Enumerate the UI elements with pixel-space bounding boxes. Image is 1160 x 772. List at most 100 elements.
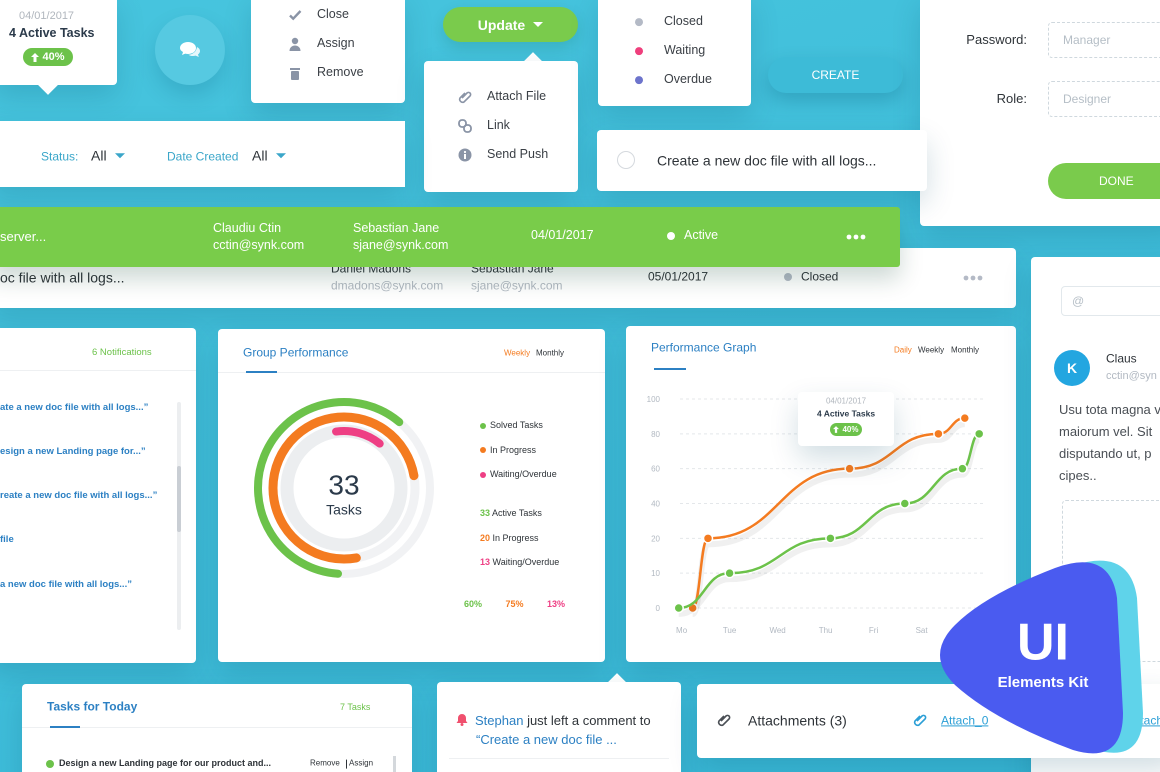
count-value: 20 [480,532,491,543]
task-text: Design a new Landing page for our produc… [59,758,272,769]
legend-label: Waiting/Overdue [490,469,557,480]
comment-author[interactable]: Stephan [475,712,524,728]
tooltip-badge: 40% [23,48,73,66]
ring-arc [332,427,384,448]
notification-count: 6 Notifications [92,346,152,358]
percent-label: 13% [547,599,566,610]
icon-part [188,47,200,57]
x-tick-label: Thu [819,626,833,635]
dropdown-item-label: Attach File [487,89,547,104]
assignee-email: sjane@synk.com [471,278,563,293]
update-button[interactable]: Update [443,7,578,42]
chat-user-email: cctin@syn [1106,369,1157,382]
task-tooltip-card [0,0,117,85]
tab[interactable]: Daily [894,345,912,355]
count-label: Waiting/Overdue [492,557,560,568]
scrollbar-thumb[interactable] [177,466,181,532]
menu-item[interactable]: Remove [288,65,364,80]
series-shadow [678,436,981,617]
donut-chart [254,398,434,578]
paperclip-icon [717,714,731,727]
kit-badge [940,560,1143,754]
icon-part [846,234,852,240]
icon-part [290,68,300,70]
menu-item-label: Remove [317,65,364,80]
card-title: Performance Graph [651,340,757,355]
status-item[interactable]: Overdue [635,72,712,87]
tab[interactable]: Weekly [918,345,945,355]
mention-input[interactable]: @ [1061,286,1160,316]
link-icon [458,119,472,133]
comment-target[interactable]: “Create a new doc file ... [476,731,617,747]
attachments-title: Attachments (3) [748,712,847,729]
menu-item-label: Close [317,7,349,22]
notification-item[interactable]: a new doc file with all logs...” [0,578,132,590]
notification-item[interactable]: file [0,533,14,545]
notification-item[interactable]: ate a new doc file with all logs...” [0,401,149,413]
notification-item[interactable]: esign a new Landing page for...” [0,445,146,457]
create-button[interactable]: CREATE [768,57,903,93]
icon-part [463,150,467,154]
tab[interactable]: Monthly [536,348,565,358]
icon-part [463,124,472,133]
done-button[interactable]: DONE [1048,163,1160,199]
status-dot [667,232,675,240]
chat-button[interactable] [155,15,225,85]
dropdown-item[interactable]: Link [458,118,510,133]
more-button[interactable] [846,234,866,240]
status-item[interactable]: Closed [635,14,703,29]
caret-icon [114,153,125,159]
text-input[interactable]: Designer [1048,81,1160,117]
legend-item: Solved Tasks [480,420,543,431]
menu-item[interactable]: Close [288,7,349,22]
y-tick-label: 80 [651,430,660,439]
icon-part [289,10,302,21]
task-title: server... [0,228,47,244]
task-count: 7 Tasks [340,702,371,713]
status-item[interactable]: Waiting [635,43,705,58]
attachment-link[interactable]: Attach_0 [941,713,989,728]
tab[interactable]: Weekly [504,348,531,358]
text-input[interactable]: Manager [1048,22,1160,58]
count-label: Active Tasks [492,508,542,519]
icon-part [180,42,196,55]
icon-part [977,275,983,281]
tooltip-title: 4 Active Tasks [9,26,95,41]
filter-select[interactable]: All [91,147,125,163]
icon-part [717,714,731,727]
filter-select[interactable]: All [252,147,286,163]
more-button[interactable] [963,275,983,281]
person-icon [289,37,301,51]
bell-icon [456,714,468,726]
field-label: Password: [966,31,1027,47]
task-action[interactable]: Remove [310,759,347,769]
filter-bar [0,121,405,187]
series-point [933,428,944,440]
count-item: 20 In Progress [480,532,539,544]
task-checkbox[interactable] [617,151,635,169]
status-dot [635,18,643,26]
legend-label: Solved Tasks [490,420,543,431]
menu-item[interactable]: Assign [288,36,355,51]
series-point [957,463,968,474]
owner-email: cctin@synk.com [213,238,305,253]
dropdown-item[interactable]: Send Push [458,147,548,162]
task-dot [46,760,54,768]
comment-card [437,682,681,772]
up-arrow-icon [31,52,40,62]
status-label: Closed [664,14,703,29]
divider [218,372,605,373]
chat-user-name: Claus [1106,351,1137,366]
card-title: Tasks for Today [47,699,138,714]
donut-center-value: 33 [328,469,360,501]
tab[interactable]: Monthly [951,345,980,355]
trash-icon [290,68,300,80]
task-action[interactable]: Assign [349,758,374,768]
check-icon [289,10,302,21]
notification-item[interactable]: reate a new doc file with all logs...” [0,489,158,501]
action-menu [251,0,405,103]
chart-tooltip-badge-text: 40% [842,425,859,434]
legend-dot [480,447,486,454]
legend-item: Waiting/Overdue [480,469,557,480]
dropdown-item[interactable]: Attach File [458,89,547,104]
